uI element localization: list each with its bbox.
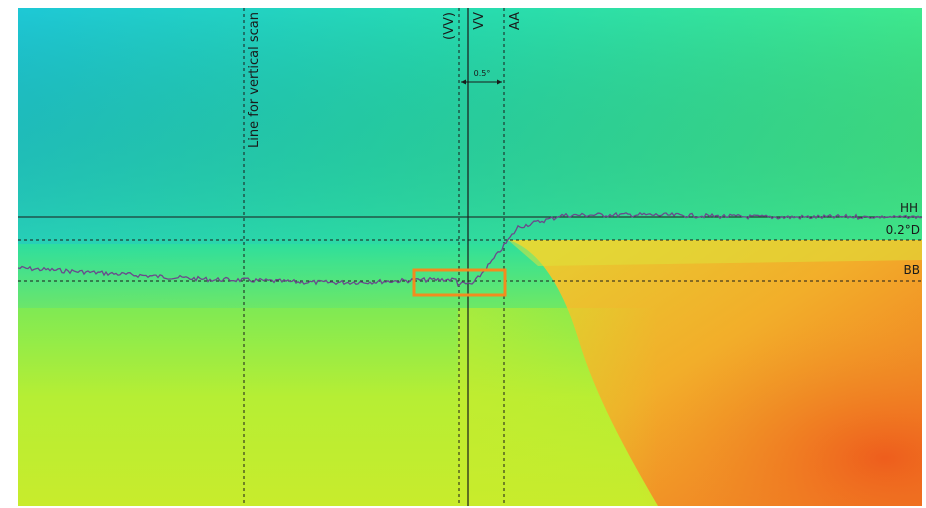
bb-label: BB <box>904 263 920 277</box>
profile-line <box>18 211 922 287</box>
vv-label: VV <box>472 12 487 30</box>
d02-label: 0.2°D <box>886 223 920 237</box>
vertical-scan-label: Line for vertical scan <box>247 12 262 148</box>
false-color-image: Line for vertical scan (VV) VV AA 0.5° H… <box>18 8 922 506</box>
background-blend <box>458 308 658 506</box>
highlight-box <box>412 268 507 297</box>
vv-paren-label: (VV) <box>442 12 457 40</box>
hh-label: HH <box>900 201 918 215</box>
angle-label: 0.5° <box>474 69 491 78</box>
aa-label: AA <box>508 12 523 30</box>
background-upper-shading <box>18 8 922 268</box>
angle-dimension-arrow <box>461 79 502 85</box>
